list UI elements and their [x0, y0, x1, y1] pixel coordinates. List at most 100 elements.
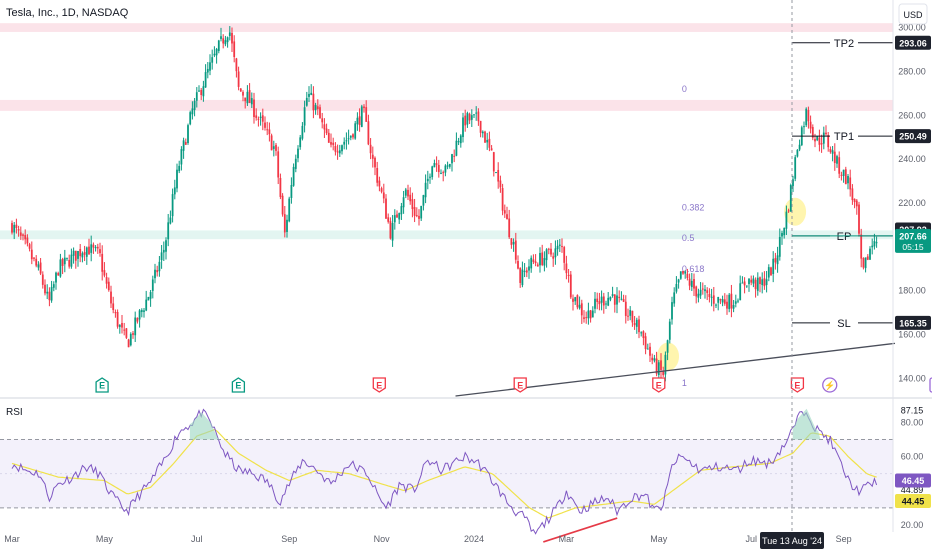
candle-body — [844, 169, 847, 185]
candles — [11, 26, 878, 383]
candle-body — [11, 223, 13, 233]
level-label-EP[interactable]: EP — [837, 231, 852, 243]
candle-body — [464, 115, 467, 126]
candle-body — [259, 116, 262, 119]
candle-body — [444, 165, 447, 173]
candle-body — [327, 132, 330, 143]
level-label-TP1[interactable]: TP1 — [834, 131, 854, 143]
event-letter: E — [99, 381, 105, 391]
trend-lines[interactable] — [455, 342, 896, 543]
candle-body — [545, 249, 548, 261]
candle-body — [662, 371, 665, 376]
candle-body — [33, 257, 35, 259]
candle-body — [699, 289, 702, 296]
candle-body — [679, 271, 682, 279]
candle-body — [847, 176, 849, 184]
candle-body — [708, 293, 711, 297]
candle-body — [151, 279, 154, 291]
earnings-badge — [231, 377, 246, 393]
candle-body — [250, 98, 253, 105]
level-label-SL[interactable]: SL — [837, 318, 850, 330]
candle-body — [70, 254, 73, 267]
candle-body — [171, 194, 174, 217]
candle-body — [836, 156, 838, 164]
candle-body — [671, 302, 673, 320]
time-axis[interactable]: Mar May Jul Sep Nov 2024 Mar May Jul Sep Tue 13 Au… — [4, 532, 852, 549]
rsi-divergence[interactable] — [543, 517, 618, 543]
event-marker-earnings-positive[interactable]: E — [95, 377, 109, 393]
event-marker-earnings-negative[interactable]: E — [513, 377, 527, 393]
event-marker-earnings-positive[interactable]: E — [231, 377, 246, 393]
candle-body — [510, 238, 513, 245]
candle-body — [536, 264, 539, 267]
candle-body — [492, 152, 495, 172]
event-marker-earnings-negative[interactable]: E — [790, 377, 805, 393]
candle-body — [44, 284, 46, 294]
candle-body — [640, 332, 643, 334]
candle-body — [209, 62, 211, 71]
candle-body — [398, 213, 401, 220]
candle-body — [145, 299, 148, 311]
candle-body — [646, 348, 649, 350]
candle-body — [415, 215, 418, 217]
currency-button[interactable]: USD — [898, 3, 928, 25]
candle-body — [391, 223, 394, 241]
candle-body — [187, 125, 189, 144]
candle-body — [437, 164, 440, 173]
candle-body — [266, 129, 269, 131]
cursor-date-box — [760, 532, 824, 549]
candle-body — [365, 107, 368, 122]
candle-body — [459, 135, 462, 144]
candle-body — [772, 258, 775, 275]
candle-body — [580, 303, 583, 316]
candle-body — [576, 295, 579, 308]
candle-body — [162, 249, 165, 253]
candle-body — [789, 184, 792, 212]
candle-body — [48, 291, 51, 301]
candle-body — [455, 140, 458, 156]
event-marker-earnings-negative[interactable]: E — [652, 377, 666, 393]
candle-body — [193, 100, 196, 111]
candle-body — [728, 294, 731, 310]
candle-body — [325, 128, 328, 134]
candle-body — [754, 279, 757, 290]
event-marker-earnings-negative[interactable]: E — [372, 377, 386, 393]
event-letter: E — [656, 381, 662, 391]
candle-body — [228, 32, 231, 36]
candle-body — [281, 195, 284, 215]
fib-label-0: 0 — [682, 84, 687, 94]
candle-body — [332, 142, 335, 145]
candle-body — [217, 40, 220, 51]
candle-body — [134, 317, 137, 336]
candle-body — [173, 187, 176, 195]
candle-body — [820, 143, 823, 145]
trade-levels[interactable]: TP2 293.06 TP1 250.49 EP SL 165.35 — [792, 35, 931, 330]
candle-body — [666, 340, 669, 353]
candle-body — [569, 274, 572, 298]
price-tick-label: 240.00 — [898, 154, 926, 164]
candle-body — [822, 132, 825, 144]
candle-body — [750, 279, 753, 283]
candle-body — [127, 339, 130, 348]
price-axis[interactable]: 300.00280.00260.00240.00220.00200.00180.… — [792, 23, 931, 384]
candle-body — [833, 151, 836, 163]
candle-body — [574, 297, 577, 302]
candle-body — [655, 358, 658, 374]
candle-body — [138, 310, 141, 320]
event-marker-event[interactable]: ⚡ — [822, 377, 838, 393]
candle-body — [360, 106, 363, 127]
support-trendline[interactable] — [455, 342, 896, 397]
candle-body — [195, 92, 198, 101]
candle-body — [429, 176, 431, 178]
candle-body — [745, 285, 748, 287]
candle-body — [594, 298, 596, 309]
level-label-TP2[interactable]: TP2 — [834, 38, 854, 50]
candle-body — [363, 106, 365, 109]
candle-body — [578, 304, 581, 309]
candle-body — [156, 270, 159, 273]
candle-body — [393, 215, 396, 223]
candle-body — [204, 72, 207, 88]
